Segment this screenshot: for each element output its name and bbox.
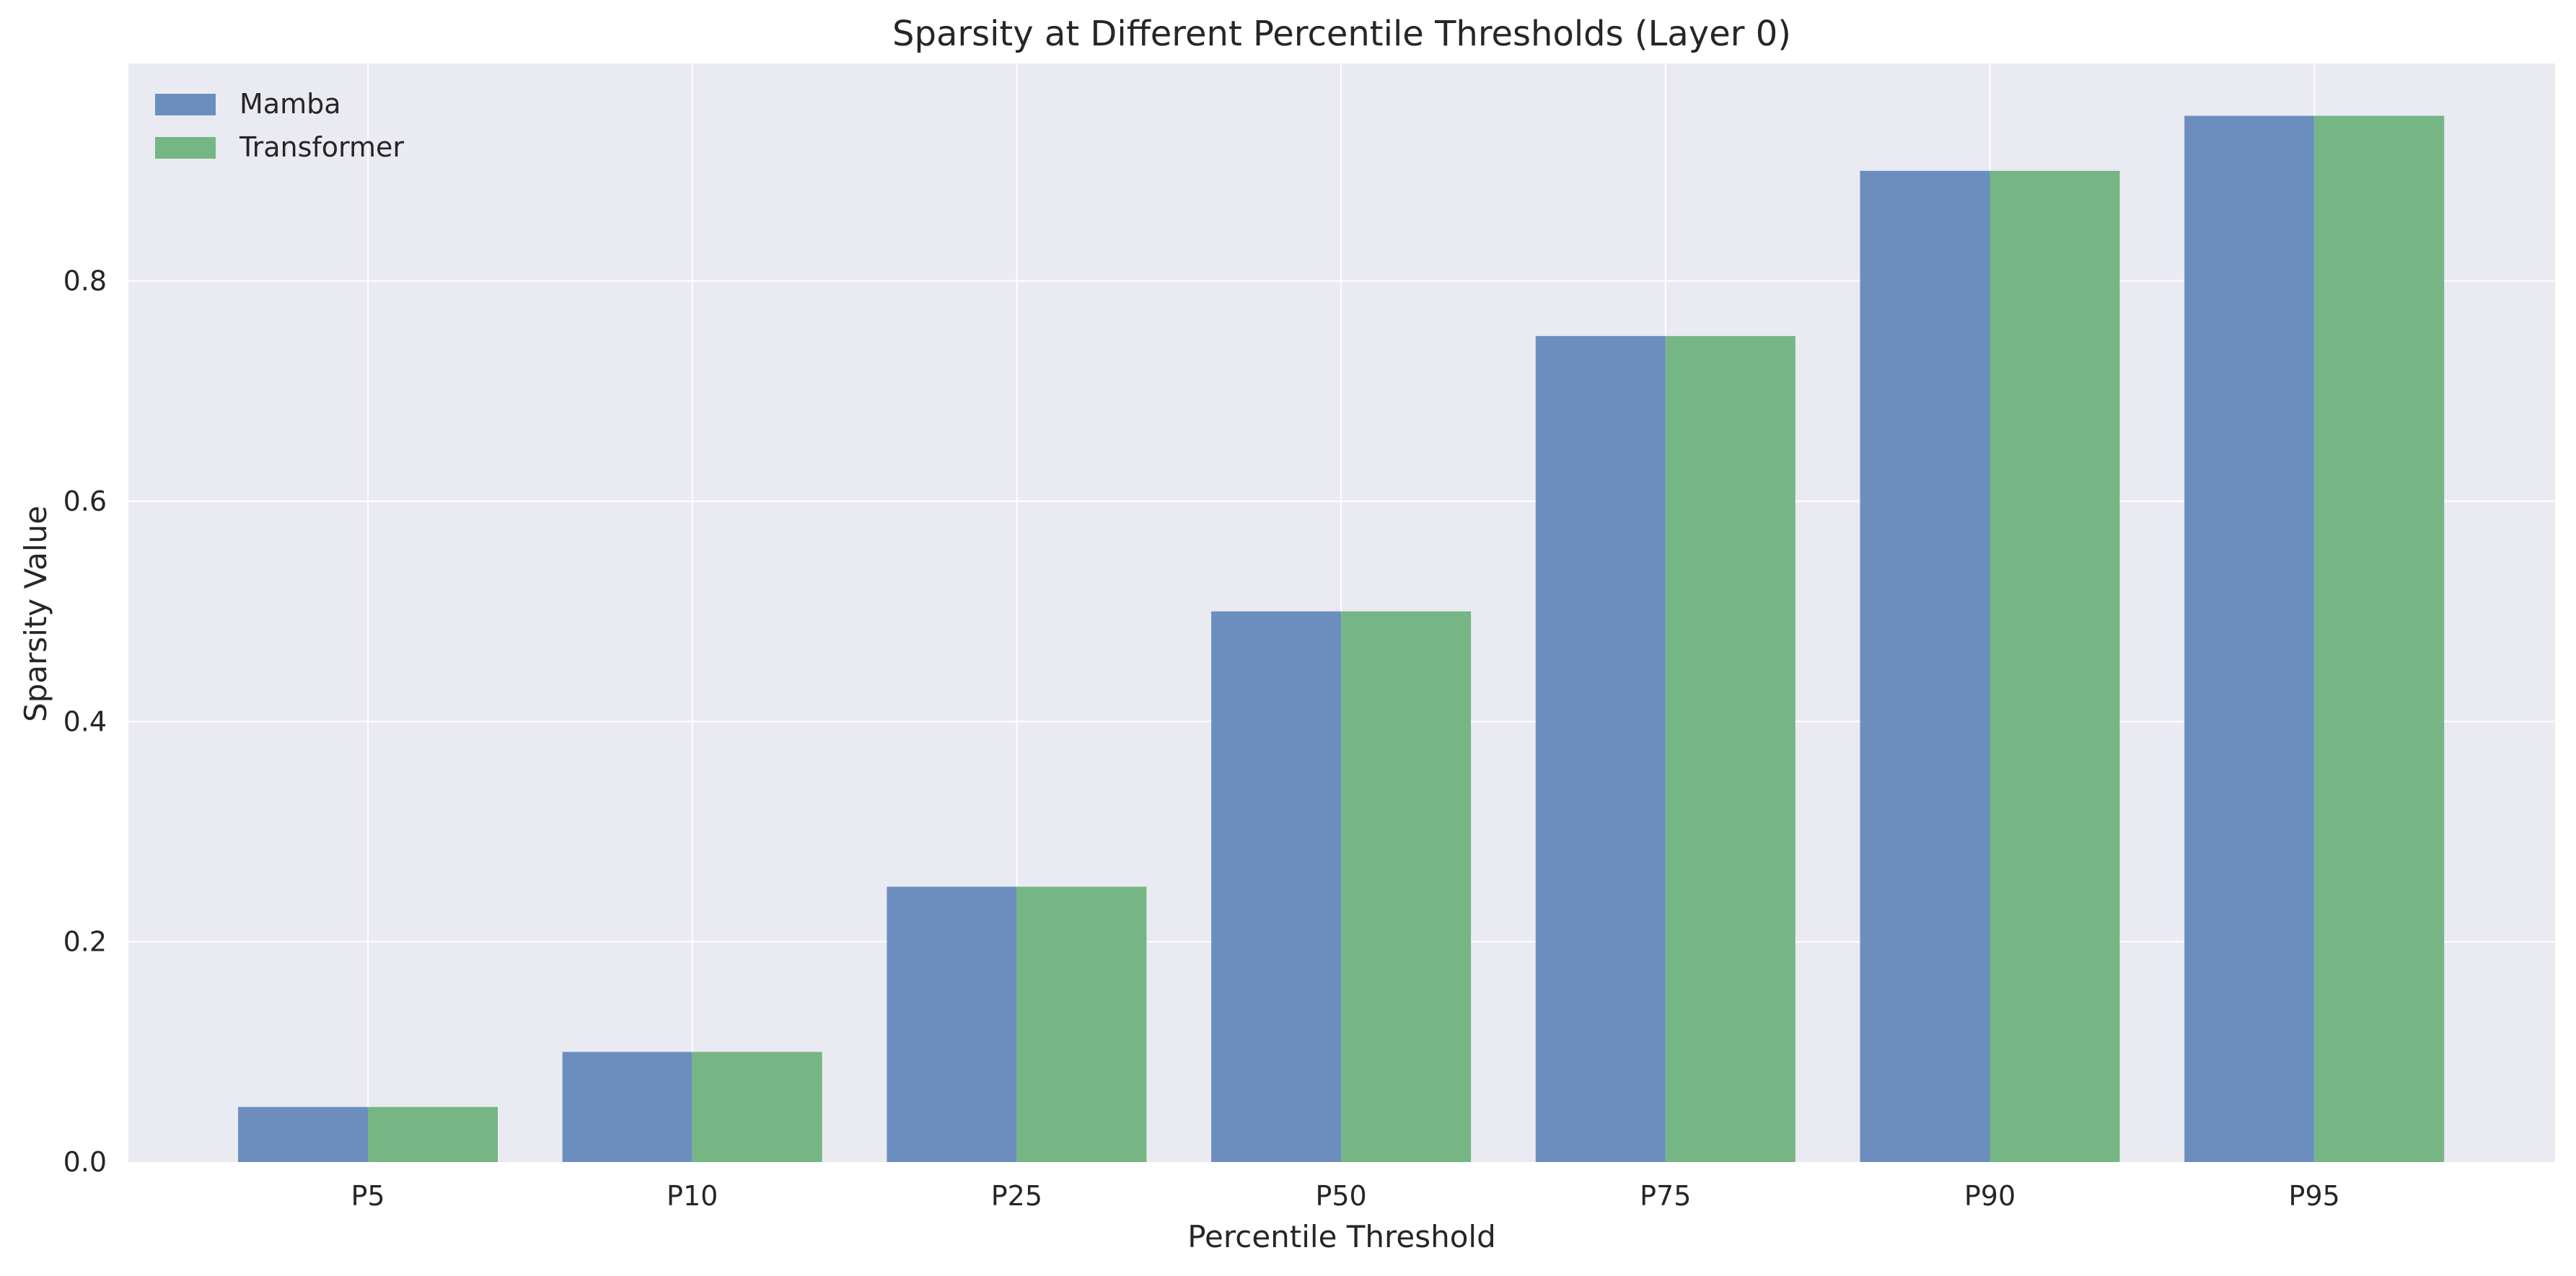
bar-mamba-p50 <box>1211 611 1342 1162</box>
x-tick-label-p5: P5 <box>351 1180 384 1212</box>
legend-swatch-transformer <box>155 137 216 159</box>
bar-transformer-p50 <box>1341 611 1472 1162</box>
y-tick-label-3: 0.6 <box>63 485 107 517</box>
bar-mamba-p10 <box>562 1052 693 1162</box>
y-axis-label: Sparsity Value <box>18 506 53 722</box>
bar-transformer-p75 <box>1665 335 1795 1162</box>
bar-mamba-p25 <box>887 886 1017 1162</box>
bar-transformer-p90 <box>1990 170 2120 1163</box>
y-tick-label-2: 0.4 <box>63 705 107 737</box>
chart-title: Sparsity at Different Percentile Thresho… <box>892 14 1791 54</box>
bar-mamba-p95 <box>2184 115 2315 1162</box>
y-tick-label-1: 0.2 <box>63 926 107 958</box>
x-tick-label-p95: P95 <box>2289 1180 2340 1212</box>
y-axis-ticks: 0.0 0.2 0.4 0.6 0.8 <box>63 265 107 1178</box>
bars <box>238 115 2445 1163</box>
bar-transformer-p5 <box>368 1106 498 1162</box>
legend-label-mamba: Mamba <box>239 88 341 120</box>
bar-mamba-p5 <box>238 1106 368 1162</box>
bar-mamba-p75 <box>1535 335 1666 1162</box>
x-axis-label: Percentile Threshold <box>1187 1219 1496 1254</box>
bar-transformer-p95 <box>2314 115 2445 1162</box>
x-tick-label-p10: P10 <box>667 1180 718 1212</box>
x-axis-ticks: P5 P10 P25 P50 P75 P90 P95 <box>351 1180 2339 1212</box>
y-tick-label-4: 0.8 <box>63 265 107 297</box>
bar-mamba-p90 <box>1860 170 1990 1163</box>
legend: Mamba Transformer <box>155 88 404 163</box>
y-tick-label-0: 0.0 <box>63 1146 107 1178</box>
x-tick-label-p75: P75 <box>1640 1180 1691 1212</box>
bar-transformer-p25 <box>1016 886 1147 1162</box>
legend-swatch-mamba <box>155 94 216 115</box>
legend-label-transformer: Transformer <box>239 131 404 163</box>
bar-transformer-p10 <box>692 1052 822 1162</box>
x-tick-label-p50: P50 <box>1315 1180 1366 1212</box>
x-tick-label-p25: P25 <box>991 1180 1042 1212</box>
x-tick-label-p90: P90 <box>1964 1180 2015 1212</box>
